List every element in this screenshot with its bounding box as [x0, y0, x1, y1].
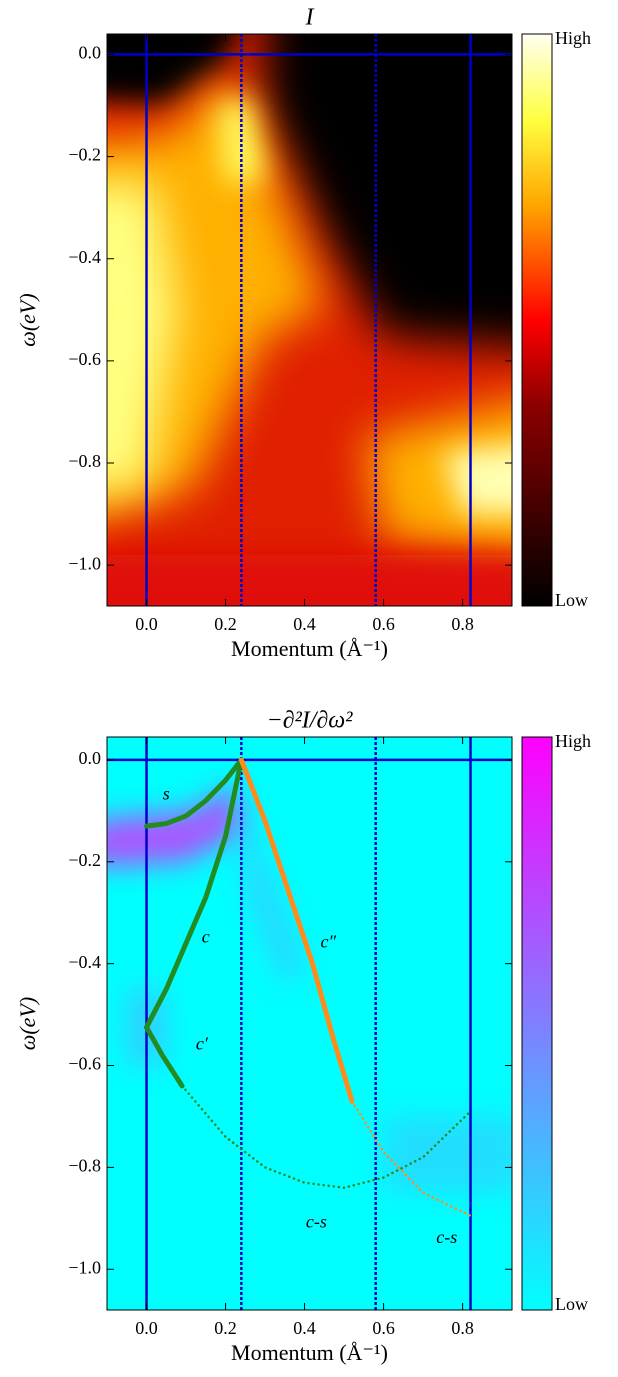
plot-frame — [106, 736, 513, 1311]
heatmap-region — [107, 79, 325, 516]
chart-title: −∂²I/∂ω² — [267, 708, 354, 734]
curve — [350, 1099, 472, 1218]
heatmap-region — [107, 785, 242, 866]
plot-area: s c c′ c″ c-s c-s — [107, 737, 512, 1310]
x-tick-label: 0.4 — [293, 614, 316, 634]
x-axis-label: Momentum (Å⁻¹) — [231, 1340, 388, 1365]
curve-label: s — [163, 784, 170, 804]
plot-area — [107, 34, 512, 606]
curve — [144, 757, 244, 829]
x-tick-label: 0.6 — [372, 614, 395, 634]
x-tick-label: 0.2 — [214, 1318, 237, 1338]
heatmap-region — [107, 554, 512, 606]
y-tick-label: −1.0 — [68, 553, 101, 573]
y-tick-label: 0.0 — [79, 43, 102, 63]
x-tick-label: 0.6 — [372, 1318, 395, 1338]
y-tick-label: −0.2 — [68, 145, 101, 165]
y-tick-label: −1.0 — [68, 1257, 101, 1277]
colorbar-label: Low — [555, 590, 588, 610]
heatmap-region — [265, 34, 512, 346]
x-axis-label: Momentum (Å⁻¹) — [231, 636, 388, 661]
curve — [144, 1024, 185, 1089]
y-tick-label: −0.4 — [68, 247, 101, 267]
heatmap-region — [107, 34, 237, 106]
curve — [144, 757, 244, 1030]
heatmap-region — [363, 402, 512, 557]
x-tick-label: 0.4 — [293, 1318, 316, 1338]
y-tick-label: −0.2 — [68, 850, 101, 870]
heatmap-region — [217, 95, 266, 183]
colorbar-label: High — [555, 731, 591, 751]
y-axis-label: ω(eV) — [15, 997, 40, 1050]
x-tick-label: 0.0 — [135, 1318, 158, 1338]
y-tick-label: −0.8 — [68, 1156, 101, 1176]
curve — [238, 757, 355, 1104]
plot-frame — [106, 33, 513, 607]
x-tick-label: 0.2 — [214, 614, 237, 634]
curve-label: c — [202, 926, 210, 946]
curve-label: c-s — [436, 1227, 457, 1247]
heatmap-region — [233, 785, 305, 990]
heatmap-region — [442, 445, 512, 515]
curve-label: c′ — [196, 1033, 209, 1053]
y-tick-label: −0.6 — [68, 1054, 101, 1074]
x-tick-label: 0.0 — [135, 614, 158, 634]
y-tick-label: −0.8 — [68, 451, 101, 471]
colorbar-label: High — [555, 28, 591, 48]
heatmap-region — [107, 182, 179, 489]
curve-label: c-s — [306, 1212, 327, 1232]
chart-title: I — [305, 5, 315, 31]
colorbar — [521, 33, 553, 607]
heatmap-region — [383, 1116, 512, 1193]
y-tick-label: 0.0 — [79, 748, 102, 768]
x-tick-label: 0.8 — [451, 1318, 474, 1338]
curve — [180, 1084, 472, 1190]
colorbar — [521, 736, 553, 1311]
colorbar-label: Low — [555, 1294, 588, 1314]
y-axis-label: ω(eV) — [15, 293, 40, 346]
x-tick-label: 0.8 — [451, 614, 474, 634]
y-tick-label: −0.4 — [68, 952, 101, 972]
curve-label: c″ — [321, 931, 337, 951]
y-tick-label: −0.6 — [68, 349, 101, 369]
